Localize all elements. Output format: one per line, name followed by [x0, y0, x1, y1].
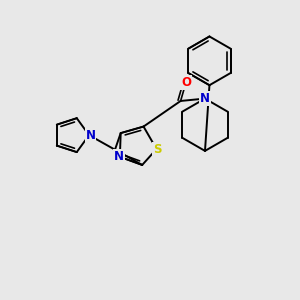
Text: N: N: [114, 150, 124, 163]
Text: N: N: [85, 129, 96, 142]
Text: S: S: [153, 142, 161, 156]
Text: O: O: [181, 76, 191, 89]
Text: N: N: [200, 92, 210, 105]
